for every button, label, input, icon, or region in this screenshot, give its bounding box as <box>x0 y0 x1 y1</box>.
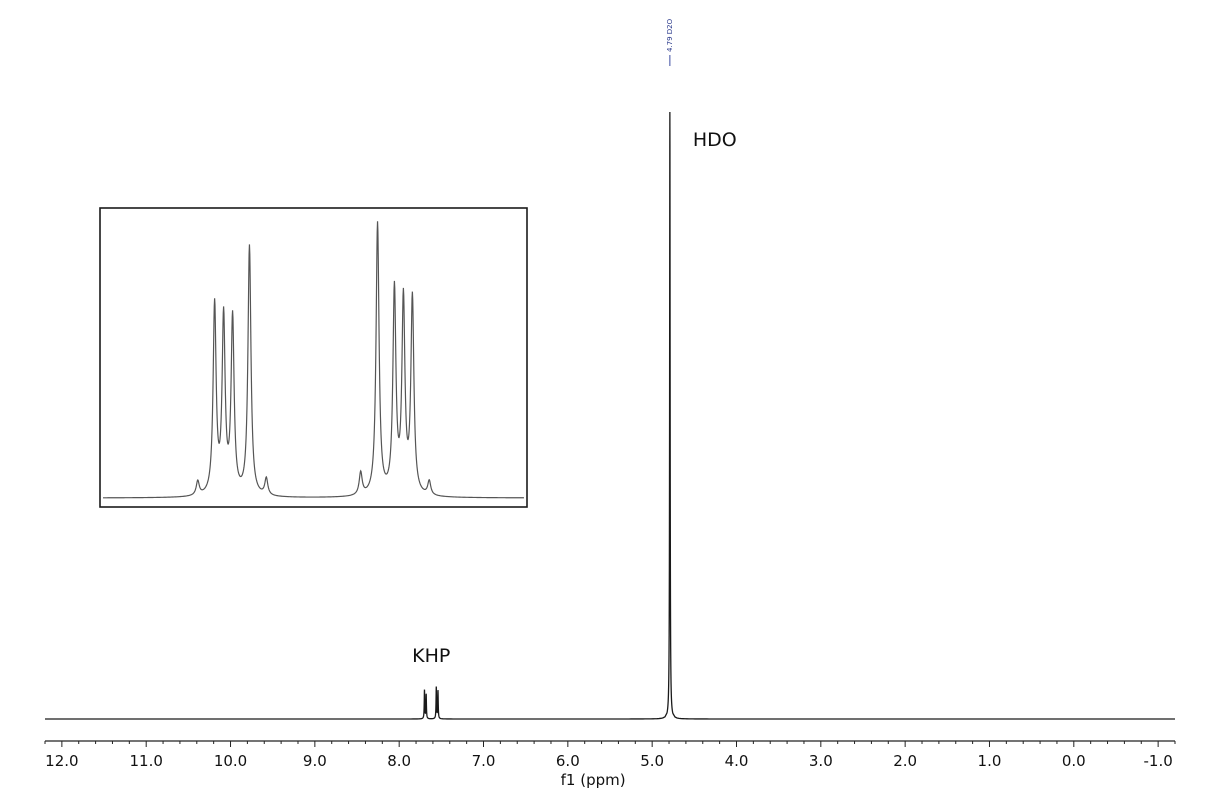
x-tick-label: 10.0 <box>214 752 247 770</box>
inset-trace <box>103 221 525 499</box>
spectrum-trace <box>45 111 1175 720</box>
x-tick-label: 0.0 <box>1062 752 1086 770</box>
x-tick-label: 12.0 <box>45 752 78 770</box>
x-tick-label: 8.0 <box>387 752 411 770</box>
inset-expansion <box>99 207 528 508</box>
x-tick-label: 6.0 <box>556 752 580 770</box>
x-tick-label: 2.0 <box>893 752 917 770</box>
peak-list-label: 4.79 D2O <box>666 18 674 52</box>
x-tick-label: 1.0 <box>978 752 1002 770</box>
x-tick-label: 11.0 <box>129 752 162 770</box>
peak-annotations: HDO KHP <box>412 129 737 667</box>
x-axis-ticks: 12.0 11.0 10.0 9.0 8.0 7.0 6.0 5.0 4.0 3.0 2.0 1.0 0… <box>44 741 1176 770</box>
annotation-hdo: HDO <box>693 129 737 151</box>
x-tick-label: 5.0 <box>640 752 664 770</box>
x-tick-label: 9.0 <box>303 752 327 770</box>
x-tick-label: 7.0 <box>472 752 496 770</box>
peak-list-annotation: 4.79 D2O <box>666 18 674 66</box>
inset-frame <box>99 207 528 508</box>
x-axis: 12.0 11.0 10.0 9.0 8.0 7.0 6.0 5.0 4.0 3.0 2.0 1.0 0… <box>44 740 1176 789</box>
x-tick-label: 3.0 <box>809 752 833 770</box>
x-tick-label: 4.0 <box>725 752 749 770</box>
x-axis-label: f1 (ppm) <box>561 771 626 789</box>
annotation-khp: KHP <box>412 645 450 667</box>
spectrum-plot-area <box>45 111 1175 720</box>
x-tick-label: -1.0 <box>1143 752 1172 770</box>
